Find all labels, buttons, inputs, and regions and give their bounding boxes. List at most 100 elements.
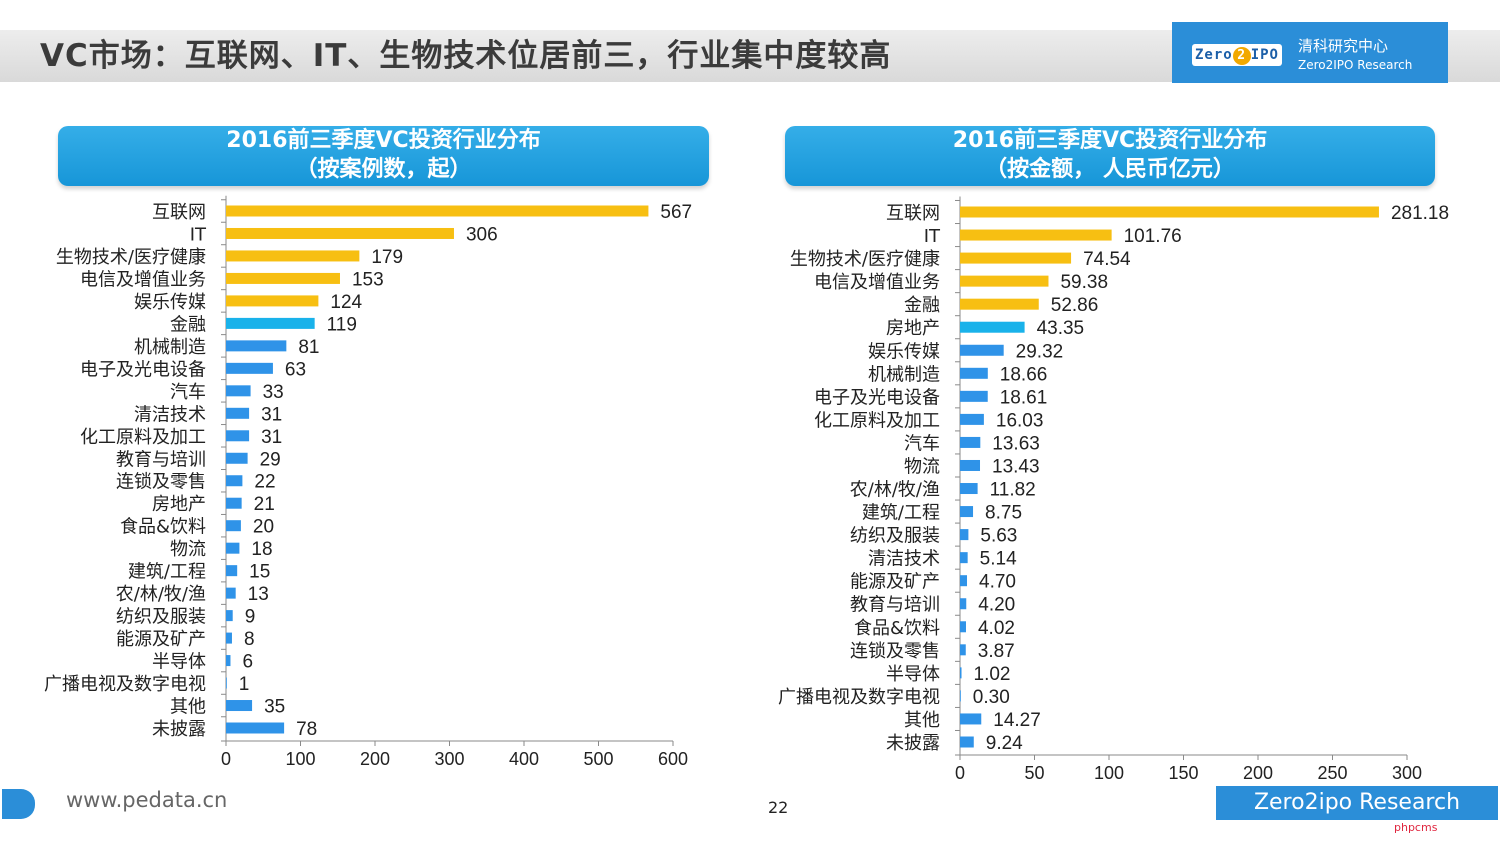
left-category-label: 电子及光电设备 (80, 359, 206, 380)
chart-right-title: 2016前三季度VC投资行业分布 (952, 128, 1268, 153)
left-bar (226, 610, 233, 622)
left-bar (226, 655, 231, 667)
right-bar (960, 598, 967, 610)
right-bar (960, 667, 962, 679)
left-data-label: 124 (330, 292, 362, 313)
watermark: phpcms (1394, 821, 1438, 834)
right-bar (960, 690, 961, 702)
footer-brand: Zero2ipo Research (1216, 786, 1498, 820)
left-data-label: 179 (371, 247, 403, 268)
right-category-label: 未披露 (886, 733, 940, 754)
right-category-label: 电子及光电设备 (814, 387, 940, 408)
right-bar (960, 206, 1379, 218)
page-number: 22 (768, 798, 789, 817)
right-data-label: 11.82 (990, 480, 1036, 501)
left-bar (226, 205, 649, 217)
right-x-tick-label: 50 (1024, 763, 1044, 783)
right-bar (960, 321, 1025, 333)
right-data-label: 16.03 (996, 410, 1044, 431)
left-data-label: 15 (249, 562, 270, 583)
footer-url: www.pedata.cn (66, 788, 228, 812)
right-category-label: 建筑/工程 (862, 503, 940, 524)
right-data-label: 18.66 (1000, 364, 1048, 385)
left-bar (226, 722, 285, 734)
right-data-label: 5.63 (980, 526, 1017, 547)
left-data-label: 81 (298, 337, 319, 358)
left-category-label: IT (190, 224, 207, 245)
right-category-label: 互联网 (886, 203, 940, 224)
left-x-tick-label: 0 (221, 749, 231, 769)
left-bar (226, 542, 240, 554)
right-bar (960, 483, 978, 495)
right-bar (960, 229, 1112, 241)
left-category-label: 农/林/牧/渔 (116, 584, 206, 605)
left-data-label: 29 (260, 449, 281, 470)
chart-left-subtitle: （按案例数，起） (295, 157, 472, 182)
right-bar (960, 413, 984, 425)
chart-right-header: 2016前三季度VC投资行业分布 （按金额， 人民币亿元） (785, 126, 1435, 186)
right-bar (960, 575, 968, 587)
left-category-label: 食品&饮料 (120, 517, 206, 538)
left-bar (226, 295, 319, 307)
left-data-label: 18 (251, 539, 272, 560)
left-data-label: 9 (245, 607, 256, 628)
right-bar (960, 529, 969, 541)
right-category-label: 教育与培训 (850, 595, 940, 616)
left-bar (226, 632, 232, 644)
right-bar (960, 436, 981, 448)
left-category-label: 半导体 (152, 652, 206, 673)
right-x-tick-label: 150 (1168, 763, 1198, 783)
left-category-label: 建筑/工程 (128, 562, 206, 583)
right-bar (960, 506, 974, 518)
right-category-label: 农/林/牧/渔 (850, 480, 940, 501)
left-bar (226, 385, 251, 397)
logo-en-text: Zero2IPO Research (1298, 58, 1413, 72)
right-category-label: 娱乐传媒 (868, 341, 940, 362)
chart-left-title: 2016前三季度VC投资行业分布 (226, 128, 541, 153)
right-data-label: 9.24 (986, 733, 1023, 754)
right-category-label: 纺织及服装 (850, 526, 940, 547)
right-category-label: 化工原料及加工 (814, 410, 940, 431)
left-bar (226, 520, 241, 532)
right-category-label: 机械制造 (868, 364, 940, 385)
logo-mark: Zero 2 IPO (1192, 44, 1282, 66)
right-data-label: 4.02 (978, 618, 1015, 639)
right-category-label: 连锁及零售 (850, 641, 940, 662)
left-category-label: 金融 (170, 314, 206, 335)
right-x-tick-label: 200 (1243, 763, 1273, 783)
right-data-label: 3.87 (978, 641, 1015, 662)
left-bar (226, 700, 253, 712)
left-bar (226, 250, 360, 262)
left-bar (226, 452, 248, 464)
right-data-label: 4.20 (978, 595, 1015, 616)
right-data-label: 281.18 (1391, 203, 1449, 224)
left-bar (226, 677, 227, 689)
left-data-label: 33 (263, 382, 284, 403)
right-category-label: 半导体 (886, 664, 940, 685)
page-title: VC市场：互联网、IT、生物技术位居前三，行业集中度较高 (40, 38, 892, 74)
left-x-tick-label: 400 (509, 749, 539, 769)
left-bar (226, 272, 340, 284)
left-x-tick-label: 600 (658, 749, 688, 769)
left-category-label: 互联网 (152, 202, 206, 223)
left-category-label: 其他 (170, 697, 206, 718)
left-data-label: 22 (254, 472, 275, 493)
right-bar (960, 459, 981, 471)
left-bar (226, 340, 287, 352)
right-data-label: 4.70 (979, 572, 1016, 593)
left-bar (226, 430, 250, 442)
right-data-label: 101.76 (1124, 226, 1182, 247)
left-category-label: 教育与培训 (116, 449, 206, 470)
right-category-label: 其他 (904, 710, 940, 731)
right-category-label: 清洁技术 (868, 549, 940, 570)
right-category-label: 房地产 (886, 318, 940, 339)
right-data-label: 52.86 (1051, 295, 1099, 316)
right-data-label: 13.43 (992, 456, 1040, 477)
right-bar (960, 298, 1039, 310)
left-category-label: 纺织及服装 (116, 607, 206, 628)
left-data-label: 31 (261, 427, 282, 448)
left-bar (226, 475, 243, 487)
chart-left-header: 2016前三季度VC投资行业分布 （按案例数，起） (58, 126, 709, 186)
left-data-label: 20 (253, 517, 274, 538)
